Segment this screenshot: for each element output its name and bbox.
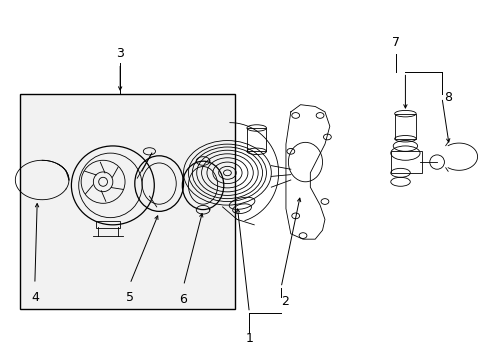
Bar bbox=[96, 221, 120, 228]
Text: 5: 5 bbox=[125, 291, 134, 304]
Text: 3: 3 bbox=[116, 47, 124, 60]
Bar bbox=[246, 128, 266, 151]
Text: 1: 1 bbox=[245, 332, 253, 345]
Text: 6: 6 bbox=[179, 293, 187, 306]
Text: 2: 2 bbox=[281, 296, 288, 309]
Text: 4: 4 bbox=[31, 291, 39, 304]
Bar bbox=[394, 114, 415, 139]
Bar bbox=[20, 94, 234, 309]
Bar bbox=[390, 151, 422, 173]
Text: 8: 8 bbox=[444, 91, 451, 104]
Text: 7: 7 bbox=[391, 36, 399, 49]
